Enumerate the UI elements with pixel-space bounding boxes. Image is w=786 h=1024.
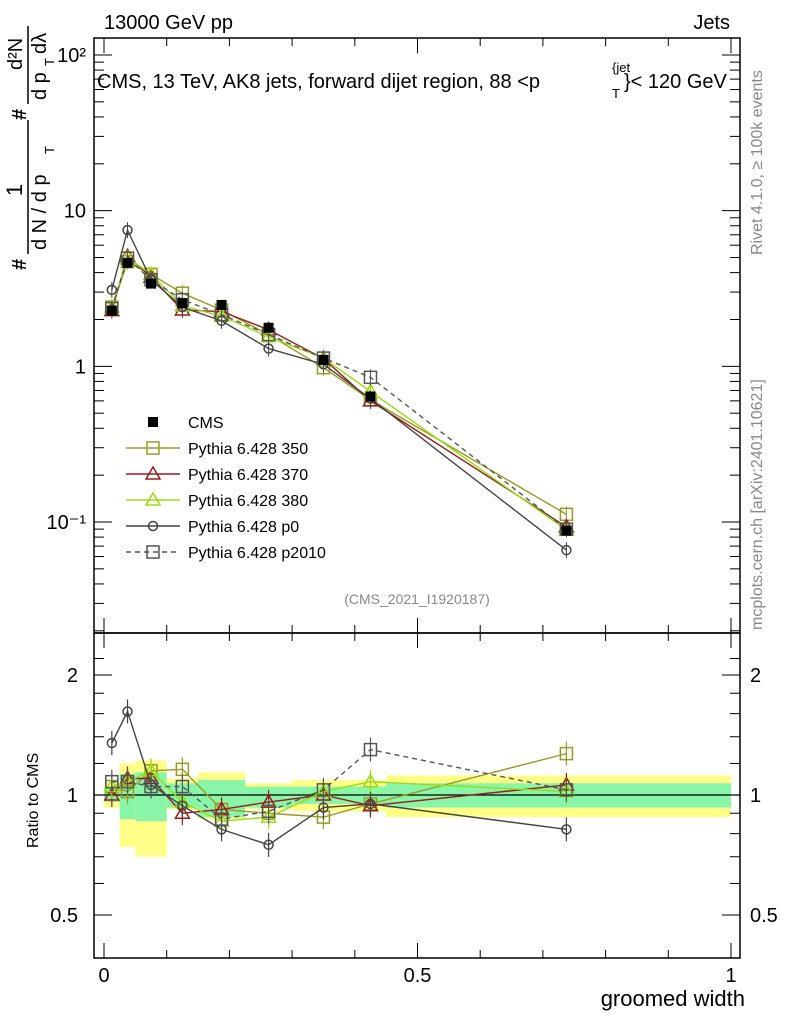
svg-text:d N / d p: d N / d p — [29, 174, 51, 250]
svg-text:{jet: {jet — [612, 60, 630, 75]
svg-text:CMS, 13 TeV, AK8 jets, forward: CMS, 13 TeV, AK8 jets, forward dijet reg… — [97, 71, 540, 93]
svg-text:d p: d p — [29, 72, 51, 100]
ratio-point-pythia-6-428-p0 — [561, 824, 572, 835]
y-tick-label: 1 — [75, 356, 86, 378]
x-axis-label: groomed width — [601, 986, 745, 1011]
ratio-point-pythia-6-428-p2010 — [214, 812, 229, 826]
ratio-point-pythia-6-428-p0 — [318, 802, 329, 813]
legend-label-pythia-6-428-350: Pythia 6.428 350 — [188, 441, 308, 458]
y-tick-label: 10 — [64, 201, 86, 223]
data-point-pythia-6-428-p0 — [106, 284, 118, 296]
ratio-point-pythia-6-428-p2010 — [120, 774, 135, 789]
y-tick-label: 10² — [57, 45, 86, 67]
ratio-point-pythia-6-428-p0 — [365, 798, 376, 810]
ratio-tick-label: 1 — [67, 785, 78, 807]
axis-ticks: 0 0.5 1 10⁻¹ 1 10 10² 0.5 0.5 1 1 2 2 — [47, 38, 778, 987]
ratio-series — [103, 699, 575, 857]
ratio-tick-label: 0.5 — [50, 905, 78, 927]
svg-text:T: T — [42, 58, 57, 66]
legend-label-cms: CMS — [188, 415, 224, 432]
data-point-pythia-6-428-p0 — [561, 544, 572, 556]
legend-label-pythia-6-428-p2010: Pythia 6.428 p2010 — [188, 545, 326, 562]
svg-text:#: # — [9, 259, 31, 270]
legend-marker-pythia-6-428-380 — [144, 491, 162, 506]
ratio-point-pythia-6-428-p2010 — [105, 774, 119, 789]
ratio-point-pythia-6-428-p2010 — [261, 804, 276, 819]
legend-label-pythia-6-428-p0: Pythia 6.428 p0 — [188, 519, 299, 536]
svg-text:1: 1 — [2, 184, 27, 196]
legend-marker-cms — [148, 417, 158, 427]
ratio-point-pythia-6-428-p0 — [263, 839, 274, 851]
ratio-tick-label-right: 1 — [750, 785, 761, 807]
header-right: Jets — [693, 12, 730, 34]
legend-marker-pythia-6-428-370 — [144, 465, 162, 480]
data-point-cms — [177, 298, 188, 309]
x-tick-label: 0.5 — [404, 965, 432, 987]
y-tick-label: 10⁻¹ — [47, 512, 87, 534]
data-point-pythia-6-428-p0 — [263, 343, 274, 354]
data-point-cms — [122, 257, 133, 268]
ratio-point-pythia-6-428-p2010 — [559, 783, 574, 797]
ratio-point-pythia-6-428-p2010 — [316, 783, 331, 797]
series-line-pythia-6-428-p0 — [111, 228, 567, 551]
svg-text:T: T — [612, 86, 620, 101]
ratio-y-label: Ratio to CMS — [25, 753, 42, 848]
main-series — [103, 222, 575, 559]
data-point-cms — [216, 299, 227, 310]
legend-marker-pythia-6-428-p2010 — [146, 545, 160, 559]
x-tick-label: 1 — [725, 965, 736, 987]
ratio-point-pythia-6-428-p2010 — [363, 742, 378, 757]
ratio-point-pythia-6-428-370 — [174, 804, 191, 819]
ratio-point-pythia-6-428-p0 — [177, 800, 188, 811]
data-point-cms — [106, 305, 117, 316]
svg-text:T: T — [42, 146, 57, 154]
ratio-point-pythia-6-428-370 — [103, 786, 121, 801]
legend-label-pythia-6-428-370: Pythia 6.428 370 — [188, 467, 308, 484]
ratio-tick-label-right: 2 — [750, 665, 761, 687]
svg-text:d²N: d²N — [5, 38, 27, 70]
legend-label-pythia-6-428-380: Pythia 6.428 380 — [188, 493, 308, 510]
data-point-cms — [318, 354, 329, 365]
uncertainty-band — [94, 760, 740, 857]
analysis-tag: (CMS_2021_I1920187) — [344, 591, 490, 607]
ratio-point-pythia-6-428-p0 — [106, 737, 118, 749]
ratio-point-pythia-6-428-p0 — [122, 706, 133, 717]
main-plot-frame — [93, 37, 741, 634]
data-point-cms — [146, 278, 157, 289]
data-point-pythia-6-428-p0 — [122, 224, 133, 236]
side-label-rivet: Rivet 4.1.0, ≥ 100k events — [749, 70, 766, 255]
legend: CMS Pythia 6.428 350 Pythia 6.428 370 Pythi… — [126, 415, 326, 562]
svg-text:dλ: dλ — [29, 33, 51, 54]
header-left: 13000 GeV pp — [104, 12, 233, 34]
data-point-pythia-6-428-p2010 — [363, 370, 378, 385]
legend-marker-pythia-6-428-p0 — [147, 520, 159, 532]
x-tick-label: 0 — [98, 965, 109, 987]
svg-text:}< 120 GeV: }< 120 GeV — [624, 71, 728, 93]
ratio-point-pythia-6-428-p2010 — [175, 779, 190, 794]
series-line-pythia-6-428-370 — [111, 254, 567, 528]
ratio-point-pythia-6-428-380 — [362, 773, 379, 788]
y-axis-label: # 1 d N / d p T # d²N d p T dλ — [2, 26, 57, 270]
ratio-point-pythia-6-428-p2010 — [144, 779, 158, 794]
svg-text:#: # — [9, 109, 31, 120]
ratio-tick-label: 2 — [67, 665, 78, 687]
data-point-cms — [365, 391, 376, 402]
legend-marker-pythia-6-428-350 — [146, 441, 160, 455]
data-point-cms — [561, 525, 572, 536]
plot-title: CMS, 13 TeV, AK8 jets, forward dijet reg… — [97, 60, 728, 101]
ratio-point-pythia-6-428-350 — [559, 746, 574, 761]
side-label-mcplots: mcplots.cern.ch [arXiv:2401.10621] — [749, 379, 766, 630]
ratio-tick-label-right: 0.5 — [750, 905, 778, 927]
data-point-cms — [263, 322, 274, 333]
